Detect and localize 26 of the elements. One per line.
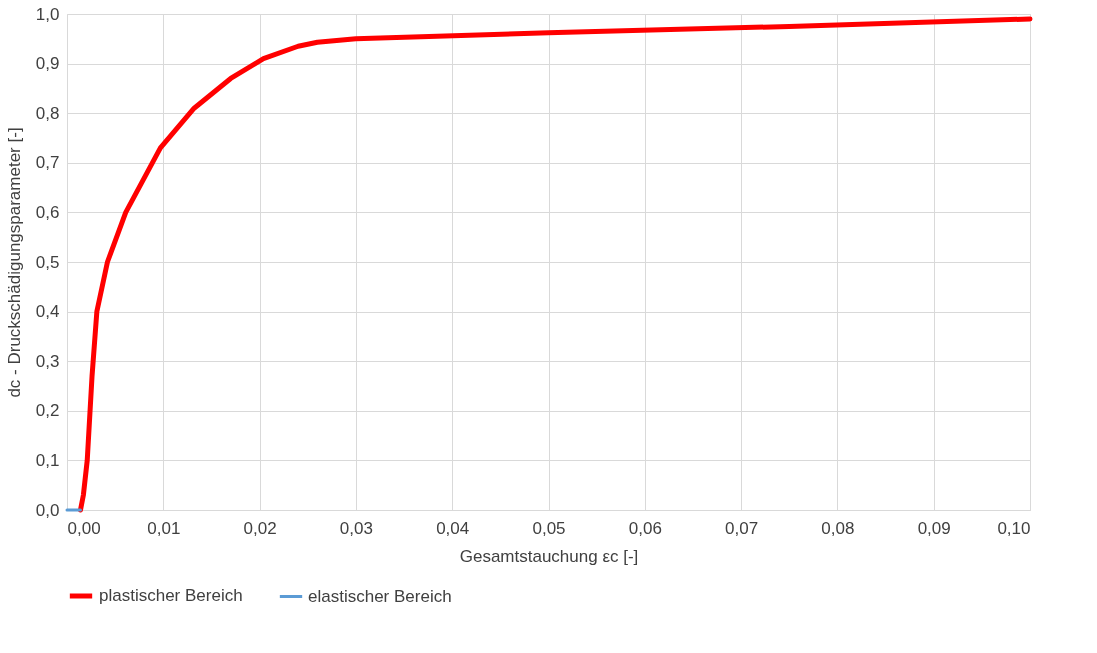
x-tick-label: 0,01 <box>147 518 181 538</box>
x-tick-label: 0,03 <box>339 518 373 538</box>
legend-label: elastischer Bereich <box>308 586 452 606</box>
x-axis-title: Gesamtstauchung εc [-] <box>459 546 639 566</box>
x-tick-label: 0,10 <box>997 518 1031 538</box>
y-tick-label: 0,9 <box>35 54 60 74</box>
x-tick-label: 0,07 <box>725 518 759 538</box>
legend-label: plastischer Bereich <box>99 586 243 605</box>
x-tick-label: 0,04 <box>436 518 470 538</box>
y-tick-label: 0,7 <box>35 153 60 173</box>
x-tick-label: 0,06 <box>628 518 662 538</box>
x-tick-label: 0,05 <box>532 518 566 538</box>
y-tick-label: 0,8 <box>35 103 60 123</box>
y-tick-label: 0,0 <box>35 500 60 520</box>
y-tick-label: 0,2 <box>35 401 60 421</box>
x-tick-label: 0,09 <box>917 518 951 538</box>
x-tick-label: 0,08 <box>821 518 855 538</box>
y-tick-label: 0,4 <box>35 302 60 322</box>
y-tick-label: 0,1 <box>35 450 60 470</box>
y-tick-label: 0,5 <box>35 252 60 272</box>
x-tick-label: 0,02 <box>243 518 277 538</box>
y-tick-label: 1,0 <box>35 4 60 24</box>
y-axis-title: dc - Druckschädigungsparameter [-] <box>4 127 24 398</box>
y-tick-label: 0,6 <box>35 202 60 222</box>
y-tick-label: 0,3 <box>35 351 60 371</box>
x-tick-label: 0,00 <box>67 518 101 538</box>
